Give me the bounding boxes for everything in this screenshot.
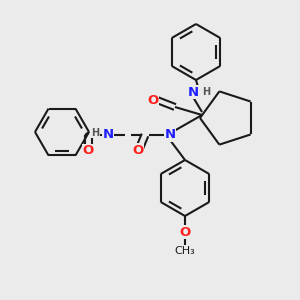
Text: N: N xyxy=(188,85,199,98)
Text: O: O xyxy=(82,145,94,158)
Text: O: O xyxy=(147,94,159,106)
Text: N: N xyxy=(164,128,175,142)
Text: O: O xyxy=(132,143,144,157)
Text: H: H xyxy=(91,128,99,138)
Text: O: O xyxy=(179,226,191,238)
Text: N: N xyxy=(102,128,114,142)
Text: CH₃: CH₃ xyxy=(175,246,195,256)
Text: H: H xyxy=(202,87,210,97)
